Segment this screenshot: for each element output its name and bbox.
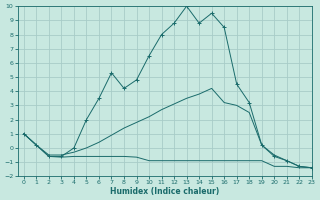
X-axis label: Humidex (Indice chaleur): Humidex (Indice chaleur) <box>110 187 219 196</box>
